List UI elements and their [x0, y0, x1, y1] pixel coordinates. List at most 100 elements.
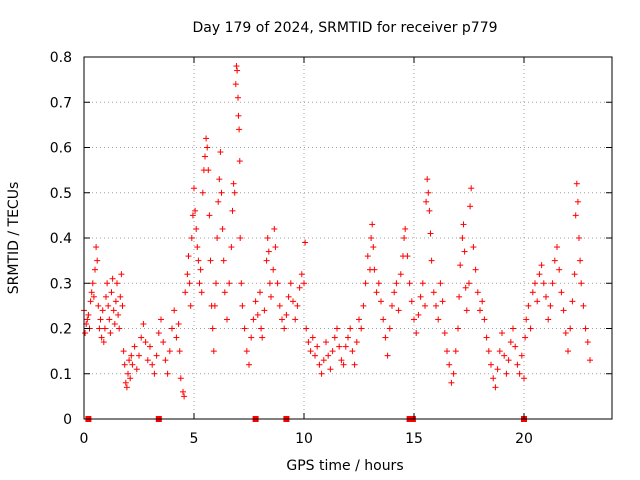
- data-point: [207, 257, 214, 264]
- data-point: [462, 284, 469, 291]
- data-point: [455, 325, 461, 332]
- data-point: [185, 253, 192, 260]
- data-point: [382, 334, 389, 341]
- data-point: [505, 357, 512, 364]
- data-point: [166, 348, 173, 355]
- data-point: [499, 330, 505, 337]
- data-point: [360, 302, 367, 309]
- data-point: [351, 361, 358, 368]
- y-tick-label: 0.3: [50, 276, 72, 292]
- data-point: [173, 334, 180, 341]
- x-tick-labels: 0 5 10 15 20: [80, 431, 533, 447]
- data-point: [305, 339, 312, 346]
- y-axis-label: SRMTID / TECUs: [6, 182, 22, 295]
- data-point: [503, 370, 510, 377]
- data-point: [547, 302, 554, 309]
- data-point: [231, 189, 238, 196]
- data-point: [577, 257, 584, 264]
- data-point: [342, 343, 349, 350]
- data-point: [211, 302, 218, 309]
- data-point: [264, 235, 271, 241]
- data-point: [246, 361, 252, 368]
- data-point: [243, 348, 250, 355]
- data-point: [127, 375, 134, 382]
- data-point: [514, 361, 521, 368]
- data-point: [325, 352, 332, 359]
- data-point: [87, 298, 94, 305]
- data-point: [580, 302, 587, 309]
- data-point: [534, 298, 541, 305]
- data-point: [522, 334, 529, 341]
- data-point: [149, 361, 156, 368]
- data-point: [128, 352, 135, 359]
- data-point: [582, 325, 589, 332]
- data-point: [481, 316, 488, 323]
- data-point: [184, 271, 191, 278]
- data-point: [228, 244, 235, 251]
- data-point: [331, 334, 338, 341]
- data-point: [338, 357, 345, 364]
- x-tick-label: 0: [80, 431, 89, 447]
- data-point: [529, 289, 536, 296]
- data-point: [266, 280, 273, 287]
- data-point: [467, 203, 474, 210]
- data-point: [411, 316, 417, 323]
- data-point: [356, 316, 362, 323]
- data-point: [210, 348, 217, 355]
- data-point: [283, 311, 290, 318]
- data-point: [287, 280, 294, 287]
- data-point: [221, 289, 228, 296]
- data-point: [320, 357, 327, 364]
- data-point: [129, 361, 136, 368]
- data-point: [175, 320, 182, 327]
- data-point: [551, 257, 558, 264]
- data-point: [578, 280, 585, 287]
- data-point: [540, 280, 547, 287]
- data-point: [209, 325, 216, 332]
- data-point: [474, 289, 481, 296]
- data-point: [397, 271, 404, 278]
- data-point: [224, 316, 230, 323]
- data-point: [142, 339, 149, 346]
- data-point: [415, 311, 422, 318]
- data-point: [472, 266, 479, 273]
- data-point: [386, 325, 393, 332]
- data-point: [120, 348, 127, 355]
- y-tick-label: 0.6: [50, 141, 72, 157]
- data-point: [461, 248, 468, 255]
- data-point: [105, 302, 112, 309]
- data-point: [375, 280, 382, 287]
- data-point: [147, 343, 153, 350]
- data-point: [470, 244, 477, 251]
- data-point: [187, 302, 194, 309]
- data-point: [347, 325, 354, 332]
- data-point: [215, 198, 222, 205]
- data-point: [94, 257, 101, 264]
- data-point: [119, 302, 126, 309]
- data-point: [576, 235, 582, 241]
- data-point: [271, 225, 278, 232]
- data-point: [241, 325, 248, 332]
- data-point: [444, 348, 450, 355]
- data-point: [417, 293, 424, 300]
- data-point: [188, 235, 195, 241]
- data-point: [103, 293, 109, 300]
- data-point: [358, 325, 365, 332]
- data-point: [195, 257, 202, 264]
- data-point: [205, 167, 212, 174]
- data-point: [236, 158, 243, 165]
- data-point: [422, 302, 428, 309]
- data-point: [180, 388, 186, 395]
- data-point: [230, 180, 237, 187]
- data-point: [532, 280, 538, 287]
- data-point: [512, 343, 519, 350]
- data-point: [419, 280, 426, 287]
- data-point: [345, 334, 351, 341]
- data-point: [107, 330, 114, 337]
- data-point: [151, 370, 158, 377]
- data-point: [191, 185, 197, 192]
- data-point: [329, 348, 336, 355]
- data-point: [521, 375, 527, 382]
- data-point: [90, 293, 97, 300]
- data-point: [408, 298, 415, 305]
